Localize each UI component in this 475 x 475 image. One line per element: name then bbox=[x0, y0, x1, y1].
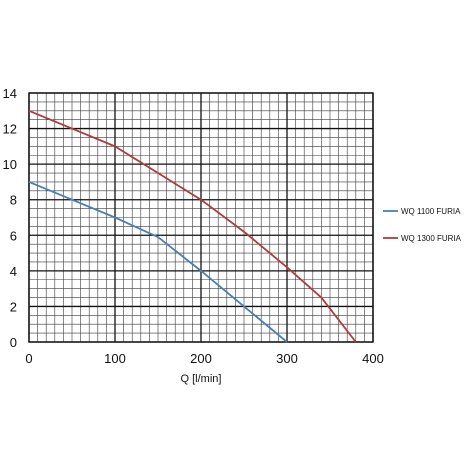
x-tick-label: 200 bbox=[190, 351, 212, 366]
x-tick-label: 300 bbox=[276, 351, 298, 366]
x-tick-label: 400 bbox=[362, 351, 384, 366]
y-tick-label: 2 bbox=[10, 299, 17, 314]
x-tick-label: 100 bbox=[104, 351, 126, 366]
series-line-2 bbox=[28, 109, 357, 343]
legend-label-2: WQ 1300 FURIA bbox=[401, 234, 462, 243]
x-axis-title: Q [l/min] bbox=[181, 373, 222, 385]
y-tick-label: 0 bbox=[10, 335, 17, 350]
y-tick-label: 10 bbox=[3, 157, 17, 172]
series-line-1 bbox=[28, 181, 288, 343]
legend-label-1: WQ 1100 FURIA bbox=[401, 207, 461, 216]
y-tick-label: 14 bbox=[3, 86, 17, 101]
y-tick-label: 6 bbox=[10, 228, 17, 243]
y-tick-label: 12 bbox=[3, 122, 17, 137]
y-tick-label: 4 bbox=[10, 264, 17, 279]
y-tick-label: 8 bbox=[10, 193, 17, 208]
plot-frame bbox=[28, 92, 374, 343]
x-tick-label: 0 bbox=[25, 351, 32, 366]
